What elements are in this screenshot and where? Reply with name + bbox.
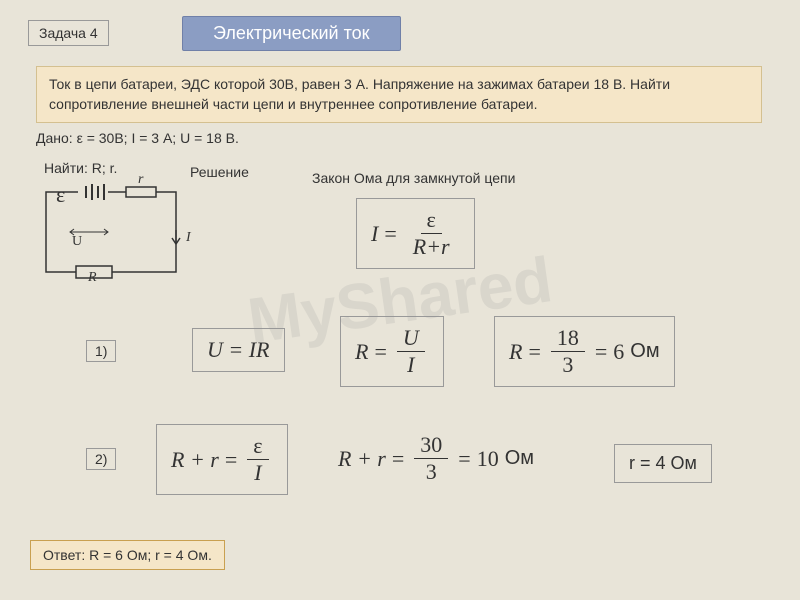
find-text: Найти: R; r. — [44, 160, 117, 176]
formula-r-calc: R = 18 3 = 6 Ом — [494, 316, 675, 387]
formula-ohm-closed: I = ε R+r — [356, 198, 475, 269]
circuit-R: R — [88, 270, 97, 286]
circuit-I: I — [186, 230, 191, 246]
step-1-label: 1) — [86, 340, 116, 362]
given-text: Дано: ε = 30В; I = 3 А; U = 18 В. — [36, 130, 239, 146]
formula-r-ui: R = U I — [340, 316, 444, 387]
circuit-eps: ε — [56, 182, 65, 208]
problem-statement: Ток в цепи батареи, ЭДС которой 30В, рав… — [36, 66, 762, 123]
circuit-r: r — [138, 172, 143, 188]
task-label: Задача 4 — [28, 20, 109, 46]
circuit-U: U — [72, 234, 82, 250]
step-2-label: 2) — [86, 448, 116, 470]
formula-rr-ei: R + r = ε I — [156, 424, 288, 495]
r-internal-box: r = 4 Ом — [614, 444, 712, 483]
formula-u-ir: U = IR — [192, 328, 285, 372]
solution-label: Решение — [190, 164, 249, 180]
answer-box: Ответ: R = 6 Ом; r = 4 Ом. — [30, 540, 225, 570]
formula-rr-calc: R + r = 30 3 = 10 Ом — [338, 432, 534, 485]
page-title: Электрический ток — [182, 16, 401, 51]
law-label: Закон Ома для замкнутой цепи — [312, 170, 515, 186]
